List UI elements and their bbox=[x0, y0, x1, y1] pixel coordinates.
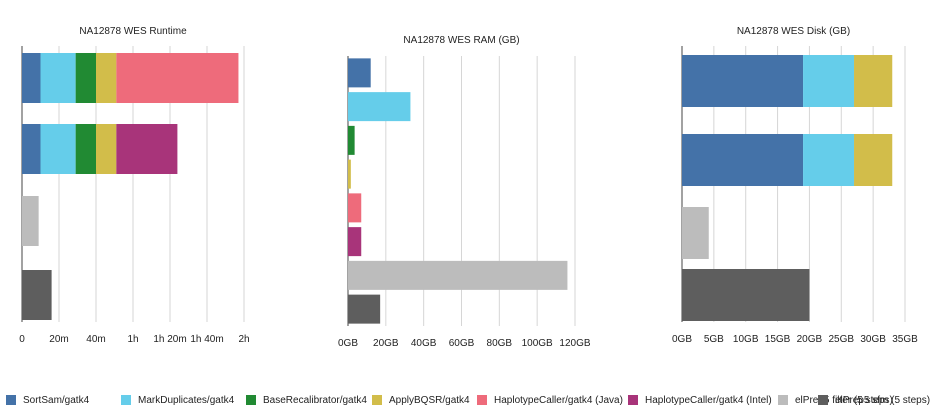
bar-segment-applybqsr-gatk4 bbox=[854, 134, 893, 186]
legend-label: MarkDuplicates/gatk4 bbox=[138, 394, 235, 406]
bar-elprep5-sfm-5-steps bbox=[348, 294, 381, 324]
x-tick-label: 1h bbox=[127, 334, 138, 345]
x-tick-label: 40GB bbox=[411, 338, 437, 349]
bar-markduplicates-gatk4 bbox=[348, 92, 411, 122]
bar-segment-elprep5-filter-5-steps bbox=[22, 196, 39, 246]
x-tick-label: 20GB bbox=[797, 334, 823, 345]
legend-item: MarkDuplicates/gatk4 bbox=[121, 392, 234, 408]
x-tick-label: 1h 20m bbox=[153, 334, 186, 345]
bar-segment-markduplicates-gatk4 bbox=[40, 53, 76, 103]
legend-item: BaseRecalibrator/gatk4 bbox=[246, 392, 367, 408]
legend-item: SortSam/gatk4 bbox=[6, 392, 89, 408]
legend-label: HaplotypeCaller/gatk4 (Intel) bbox=[645, 394, 772, 406]
legend-label: elPrep5 filter (5 steps) bbox=[795, 394, 893, 406]
legend-swatch bbox=[628, 395, 638, 405]
bar-segment-applybqsr-gatk4 bbox=[854, 55, 893, 107]
x-tick-label: 35GB bbox=[892, 334, 918, 345]
x-tick-label: 0GB bbox=[338, 338, 358, 349]
legend-label: ApplyBQSR/gatk4 bbox=[389, 394, 470, 406]
chart-panel-2: NA12878 WES RAM (GB) 0GB 20GB 40GB 60GB 80GB 1… bbox=[338, 35, 591, 349]
bar-applybqsr-gatk4 bbox=[348, 159, 351, 189]
legend-label: SortSam/gatk4 bbox=[23, 394, 90, 406]
legend-swatch bbox=[778, 395, 788, 405]
bar-segment-markduplicates-gatk4 bbox=[40, 124, 76, 174]
bar-elprep5-filter-5-steps bbox=[348, 260, 568, 290]
legend-swatch bbox=[246, 395, 256, 405]
chart-panel-3: NA12878 WES Disk (GB) 0GB 5GB 10GB 15GB 20GB 2… bbox=[672, 26, 918, 345]
bar-baserecalibrator-gatk4 bbox=[348, 125, 355, 155]
chart-title: NA12878 WES Runtime bbox=[79, 26, 187, 37]
bar-segment-elprep5-filter-5-steps bbox=[682, 207, 709, 259]
chart-panel-1: NA12878 WES Runtime 0 20m 40m 1h 1h 20m 1h 40m… bbox=[19, 26, 249, 345]
x-tick-label: 0 bbox=[19, 334, 25, 345]
x-tick-label: 60GB bbox=[449, 338, 475, 349]
x-tick-label: 15GB bbox=[765, 334, 791, 345]
bar-segment-applybqsr-gatk4 bbox=[96, 53, 117, 103]
bar-segment-haplotypecaller-gatk4-intel bbox=[116, 124, 178, 174]
x-tick-label: 0GB bbox=[672, 334, 692, 345]
x-tick-label: 30GB bbox=[860, 334, 886, 345]
x-tick-label: 10GB bbox=[733, 334, 759, 345]
bar-segment-sortsam-gatk4 bbox=[22, 124, 41, 174]
bar-segment-elprep5-sfm-5-steps bbox=[682, 269, 810, 321]
legend-swatch bbox=[372, 395, 382, 405]
bar-segment-elprep5-sfm-5-steps bbox=[22, 270, 52, 320]
x-tick-label: 20GB bbox=[373, 338, 399, 349]
legend-item: HaplotypeCaller/gatk4 (Intel) bbox=[628, 392, 772, 408]
chart-title: NA12878 WES Disk (GB) bbox=[737, 26, 850, 37]
bar-segment-markduplicates-gatk4 bbox=[803, 134, 855, 186]
charts-area: NA12878 WES Runtime 0 20m 40m 1h 1h 20m 1h 40m… bbox=[19, 26, 918, 349]
bar-haplotypecaller-gatk4-intel bbox=[348, 227, 362, 257]
x-tick-label: 40m bbox=[86, 334, 105, 345]
legend-label: HaplotypeCaller/gatk4 (Java) bbox=[494, 394, 623, 406]
bar-segment-haplotypecaller-gatk4-java bbox=[116, 53, 239, 103]
legend-swatch bbox=[818, 395, 828, 405]
legend-item: HaplotypeCaller/gatk4 (Java) bbox=[477, 392, 623, 408]
legend-item: elPrep5 sfm (5 steps) bbox=[818, 392, 930, 408]
chart-title: NA12878 WES RAM (GB) bbox=[403, 35, 519, 46]
bar-segment-sortsam-gatk4 bbox=[22, 53, 41, 103]
x-tick-label: 25GB bbox=[828, 334, 854, 345]
legend-swatch bbox=[6, 395, 16, 405]
legend-item: ApplyBQSR/gatk4 bbox=[372, 392, 470, 408]
bar-haplotypecaller-gatk4-java bbox=[348, 193, 362, 223]
x-tick-label: 1h 40m bbox=[190, 334, 223, 345]
legend-item: elPrep5 filter (5 steps) bbox=[778, 392, 893, 408]
legend-swatch bbox=[121, 395, 131, 405]
x-tick-label: 120GB bbox=[559, 338, 590, 349]
x-tick-label: 80GB bbox=[487, 338, 513, 349]
legend-label: BaseRecalibrator/gatk4 bbox=[263, 394, 367, 406]
bar-segment-baserecalibrator-gatk4 bbox=[75, 124, 96, 174]
x-tick-label: 5GB bbox=[704, 334, 724, 345]
x-tick-label: 2h bbox=[238, 334, 249, 345]
bar-sortsam-gatk4 bbox=[348, 58, 371, 88]
bar-segment-baserecalibrator-gatk4 bbox=[75, 53, 96, 103]
legend-swatch bbox=[477, 395, 487, 405]
bar-segment-applybqsr-gatk4 bbox=[96, 124, 117, 174]
legend-label: elPrep5 sfm (5 steps) bbox=[835, 394, 931, 406]
legend: SortSam/gatk4 MarkDuplicates/gatk4 BaseRec… bbox=[0, 392, 936, 410]
x-tick-label: 20m bbox=[49, 334, 68, 345]
bar-segment-sortsam-gatk4 bbox=[682, 55, 804, 107]
x-tick-label: 100GB bbox=[522, 338, 553, 349]
bar-segment-markduplicates-gatk4 bbox=[803, 55, 855, 107]
bar-segment-sortsam-gatk4 bbox=[682, 134, 804, 186]
